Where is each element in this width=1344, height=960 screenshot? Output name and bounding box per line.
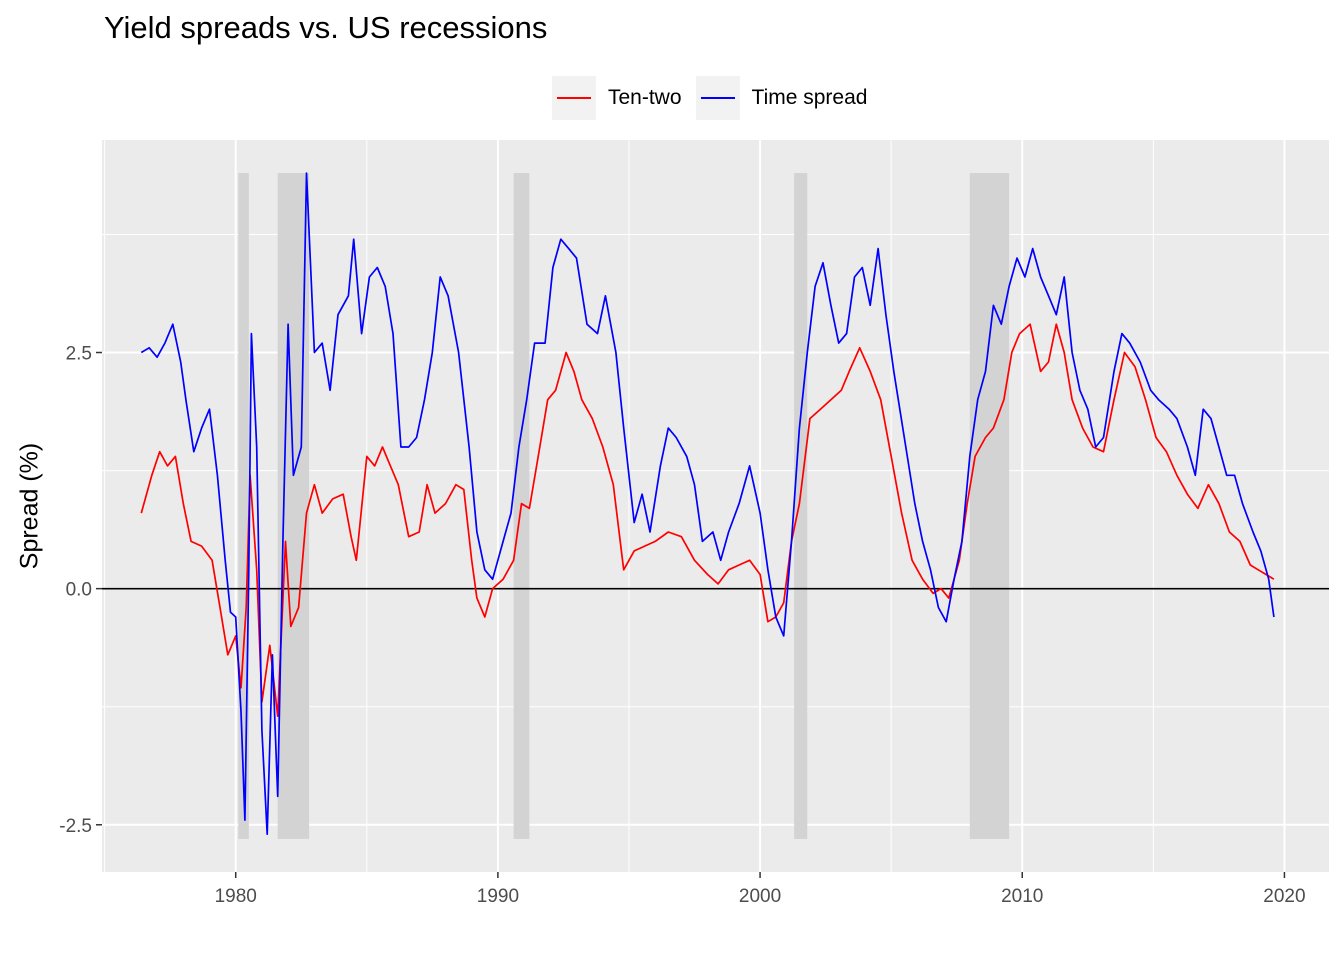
x-tick-label: 2000: [739, 886, 781, 907]
legend-item-time-spread: Time spread: [695, 76, 868, 120]
legend-item-ten-two: Ten-two: [552, 76, 682, 120]
chart-title: Yield spreads vs. US recessions: [104, 10, 548, 45]
y-tick-label: 0.0: [66, 580, 92, 601]
recession-band: [238, 173, 249, 839]
legend-key-ten-two: [552, 76, 596, 120]
x-tick-label: 1980: [215, 886, 257, 907]
legend: Ten-two Time spread: [552, 76, 881, 120]
recession-band: [794, 173, 808, 839]
series-line-ten-two: [140, 323, 1275, 718]
recession-band: [969, 173, 1010, 839]
series-line-time-spread: [140, 172, 1275, 836]
x-tick-label: 2010: [1001, 886, 1043, 907]
legend-label-time-spread: Time spread: [751, 86, 868, 109]
legend-key-time-spread: [695, 76, 740, 120]
legend-label-ten-two: Ten-two: [608, 86, 682, 109]
y-tick-label: -2.5: [59, 816, 92, 837]
x-tick-label: 2020: [1263, 886, 1305, 907]
x-tick-label: 1990: [477, 886, 519, 907]
y-tick-label: 2.5: [66, 344, 92, 365]
